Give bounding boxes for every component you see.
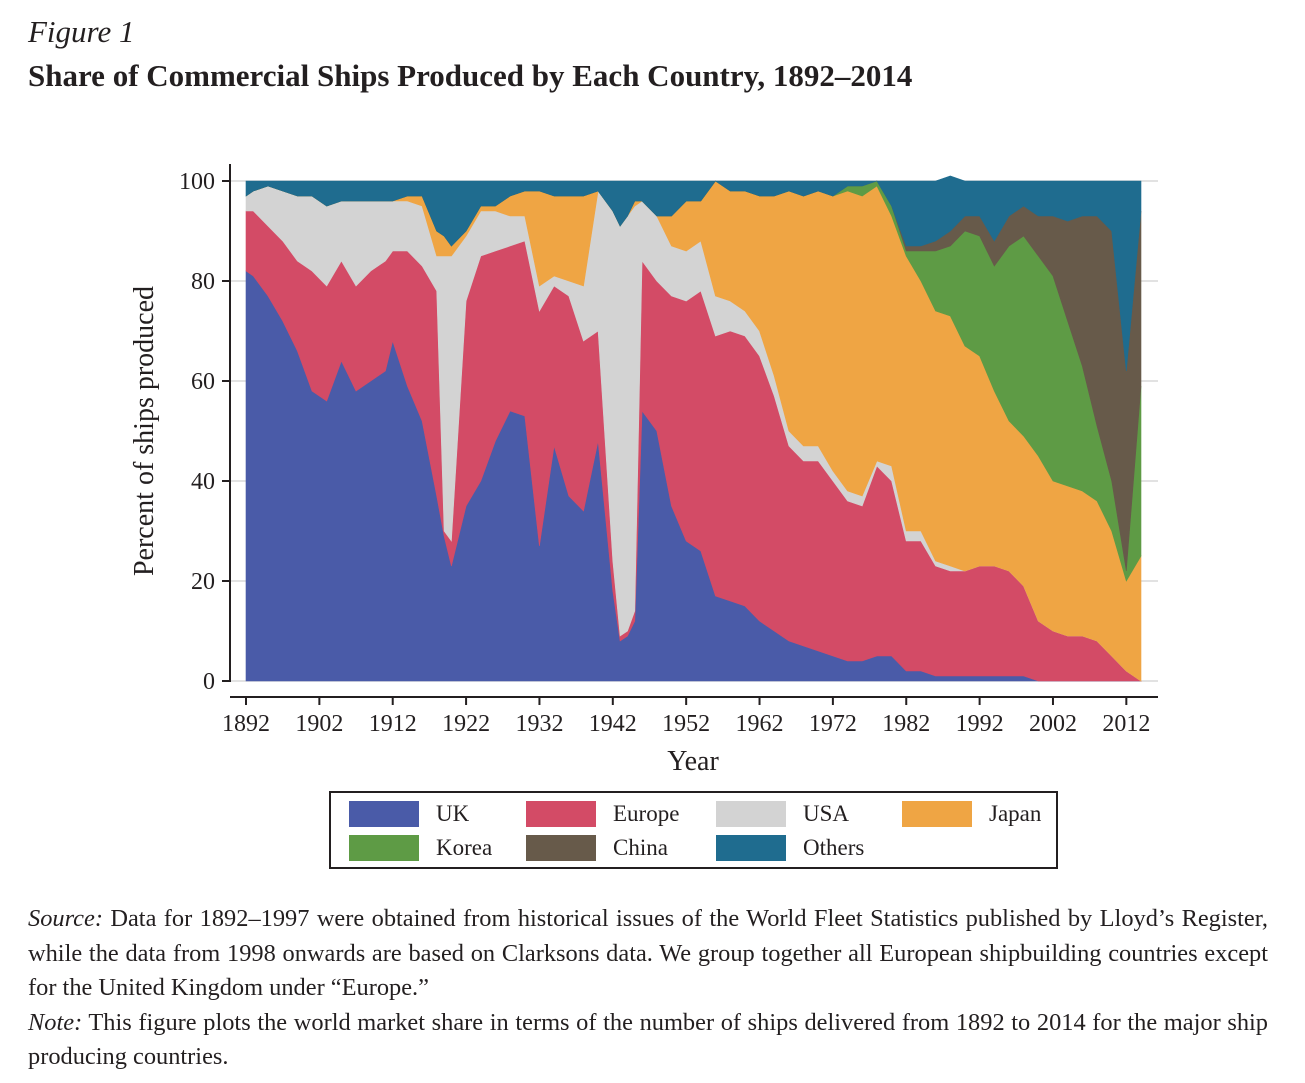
x-tick-label-2002: 2002 <box>1029 711 1077 737</box>
x-axis-ticks: 1892 1902 1912 1922 1932 1942 1952 1962 1972 1982… <box>222 697 1150 737</box>
chart-areas <box>245 175 1142 682</box>
source-label: Source: <box>28 905 103 932</box>
x-tick-label-1982: 1982 <box>882 711 930 737</box>
x-tick-label-1952: 1952 <box>662 711 710 737</box>
y-tick-label-60: 60 <box>191 369 215 395</box>
stacked-area-chart: 1892 1902 1912 1922 1932 1942 1952 1962 1972 1982… <box>129 164 1158 777</box>
x-tick-label-1892: 1892 <box>222 711 270 737</box>
legend-swatch <box>902 801 972 827</box>
y-tick-label-80: 80 <box>191 269 215 295</box>
chart-axes <box>229 164 1158 698</box>
legend-label: USA <box>803 801 850 826</box>
y-tick-label-20: 20 <box>191 569 215 595</box>
legend-item-others: Others <box>716 834 864 862</box>
note-label: Note: <box>28 1008 83 1036</box>
legend-item-korea: Korea <box>349 834 492 862</box>
legend-item-china: China <box>526 834 668 862</box>
chart-legend: UK Europe USA Japan Korea China Others <box>329 791 1058 869</box>
figure-notes: Source: Data for 1892–1997 were obtained… <box>28 902 1268 1075</box>
legend-item-uk: UK <box>349 800 469 828</box>
legend-swatch <box>526 835 596 861</box>
note-text: This figure plots the world market share… <box>28 1008 1268 1071</box>
source-note: Source: Data for 1892–1997 were obtained… <box>28 902 1268 1006</box>
legend-swatch <box>349 801 419 827</box>
legend-label: Korea <box>436 835 493 860</box>
y-axis-ticks: 0 20 40 60 80 100 <box>179 169 230 695</box>
legend-item-usa: USA <box>716 800 849 828</box>
legend-swatch <box>716 801 786 827</box>
legend-label: Europe <box>613 801 680 826</box>
area-others <box>245 175 1142 372</box>
y-tick-label-40: 40 <box>191 469 215 495</box>
y-axis-label: Percent of ships produced <box>129 286 160 576</box>
x-tick-label-1932: 1932 <box>515 711 563 737</box>
legend-item-europe: Europe <box>526 800 679 828</box>
legend-swatch <box>526 801 596 827</box>
y-tick-label-100: 100 <box>179 169 215 195</box>
x-tick-label-1972: 1972 <box>809 711 857 737</box>
figure-label: Figure 1 <box>28 14 135 49</box>
y-tick-label-0: 0 <box>203 669 215 695</box>
x-tick-label-1992: 1992 <box>956 711 1004 737</box>
legend-item-japan: Japan <box>902 800 1041 828</box>
figure-title: Share of Commercial Ships Produced by Ea… <box>28 58 913 93</box>
legend-label: Japan <box>989 801 1042 826</box>
note-paragraph: Note: This figure plots the world market… <box>28 1006 1268 1075</box>
legend-swatch <box>716 835 786 861</box>
legend-label: Others <box>803 835 865 860</box>
source-text: Data for 1892–1997 were obtained from hi… <box>28 905 1268 1001</box>
x-tick-label-1962: 1962 <box>736 711 784 737</box>
legend-swatch <box>349 835 419 861</box>
legend-label: China <box>613 835 668 860</box>
x-axis-label: Year <box>667 746 719 777</box>
x-tick-label-2012: 2012 <box>1102 711 1150 737</box>
legend-label: UK <box>436 801 470 826</box>
x-tick-label-1912: 1912 <box>369 711 417 737</box>
x-tick-label-1902: 1902 <box>295 711 343 737</box>
x-tick-label-1922: 1922 <box>442 711 490 737</box>
x-tick-label-1942: 1942 <box>589 711 637 737</box>
